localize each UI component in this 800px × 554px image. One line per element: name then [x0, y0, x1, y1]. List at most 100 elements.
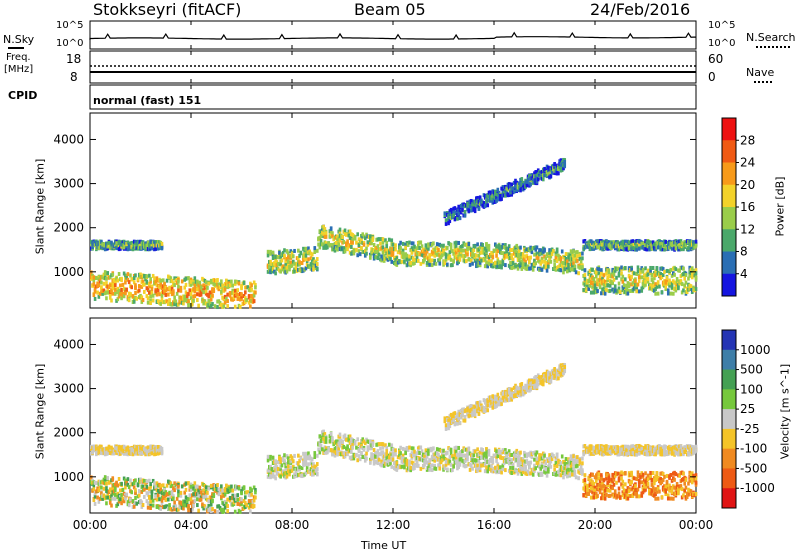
velocity-cell	[298, 467, 301, 472]
velocity-cell	[442, 448, 445, 453]
velocity-cell	[440, 458, 444, 463]
power-cell	[621, 279, 625, 284]
power-cell	[472, 202, 476, 207]
velocity-cell	[196, 484, 199, 489]
power-cell	[458, 254, 462, 259]
power-cell	[693, 273, 697, 278]
velocity-cell	[165, 483, 169, 488]
power-cell	[173, 302, 176, 307]
velocity-cell	[273, 466, 276, 471]
power-cell	[150, 246, 154, 251]
power-cell	[240, 286, 243, 291]
power-cell	[174, 299, 178, 304]
power-cell	[143, 289, 146, 294]
power-cell	[448, 250, 452, 255]
power-cell	[485, 248, 488, 253]
power-cell	[189, 277, 193, 282]
velocity-cell	[323, 432, 327, 437]
power-cell	[290, 251, 294, 256]
power-cell	[310, 259, 314, 264]
velocity-cell	[389, 462, 392, 467]
power-cell	[132, 275, 136, 280]
power-cell	[279, 262, 282, 267]
velocity-cell	[453, 452, 457, 457]
velocity-cell	[381, 442, 385, 447]
power-cell	[499, 193, 502, 198]
velocity-cell	[360, 443, 363, 448]
power-cell	[517, 258, 521, 263]
nsearch-label: N.Search	[746, 31, 796, 44]
velocity-cell	[324, 439, 328, 444]
velocity-cell	[510, 471, 514, 476]
power-cell	[471, 253, 474, 258]
velocity-cell	[155, 497, 159, 502]
power-cell	[119, 292, 122, 297]
power-cell	[461, 207, 464, 212]
power-cell	[679, 279, 683, 284]
power-cell	[514, 184, 517, 189]
velocity-cell	[399, 445, 402, 450]
velocity-cell	[517, 457, 521, 462]
power-cell	[679, 247, 683, 252]
power-cell	[228, 290, 232, 295]
beam-title: Beam 05	[354, 0, 426, 19]
power-cell	[663, 247, 666, 252]
power-cell	[478, 245, 482, 250]
velocity-cell	[483, 451, 487, 456]
power-cell	[470, 198, 473, 203]
power-cell	[548, 257, 551, 262]
velocity-cell	[150, 492, 154, 497]
power-cell	[187, 292, 190, 297]
power-cell	[494, 260, 497, 265]
velocity-cell	[169, 481, 173, 486]
power-cell	[141, 279, 145, 284]
power-cell	[207, 299, 211, 304]
velocity-cell	[149, 503, 152, 508]
freq-right-tick-top: 60	[708, 52, 724, 66]
power-cell	[483, 203, 487, 208]
velocity-cell	[226, 504, 229, 509]
power-cell	[462, 248, 466, 253]
power-cell	[651, 240, 655, 245]
power-cell	[232, 290, 236, 295]
velocity-cell	[93, 494, 97, 499]
power-cell	[497, 243, 501, 248]
power-cell	[411, 241, 415, 246]
power-cell	[135, 296, 139, 301]
power-cell	[621, 240, 625, 245]
nsky-label: N.Sky	[3, 33, 35, 46]
power-cell	[100, 239, 103, 244]
power-cell	[564, 252, 568, 257]
velocity-cell	[466, 454, 469, 459]
velocity-cell	[208, 506, 212, 511]
power-cell	[423, 257, 426, 262]
velocity-cell	[387, 455, 391, 460]
power-cell	[209, 278, 213, 283]
power-cell	[321, 242, 324, 247]
power-cell	[563, 160, 567, 165]
velocity-cell	[363, 441, 367, 446]
power-cell	[159, 282, 163, 287]
power-cell	[443, 211, 447, 216]
velocity-cell	[173, 481, 176, 486]
power-cell	[102, 288, 106, 293]
velocity-cell	[500, 456, 503, 461]
velocity-cell	[242, 485, 246, 490]
power-cell	[379, 241, 382, 246]
power-cell	[661, 272, 665, 277]
power-cell	[307, 257, 310, 262]
velocity-cell	[507, 457, 511, 462]
power-cell	[137, 284, 141, 289]
velocity-cell	[276, 460, 280, 465]
power-cell	[444, 252, 448, 257]
power-cell	[672, 291, 675, 296]
power-cell	[630, 267, 633, 272]
power-cell	[663, 269, 666, 274]
power-cell	[376, 244, 380, 249]
velocity-cell	[446, 467, 449, 472]
power-cell	[381, 237, 385, 242]
power-cell	[116, 297, 120, 302]
power-cell	[164, 292, 168, 297]
power-cell	[486, 192, 490, 197]
velocity-cell	[202, 488, 205, 493]
